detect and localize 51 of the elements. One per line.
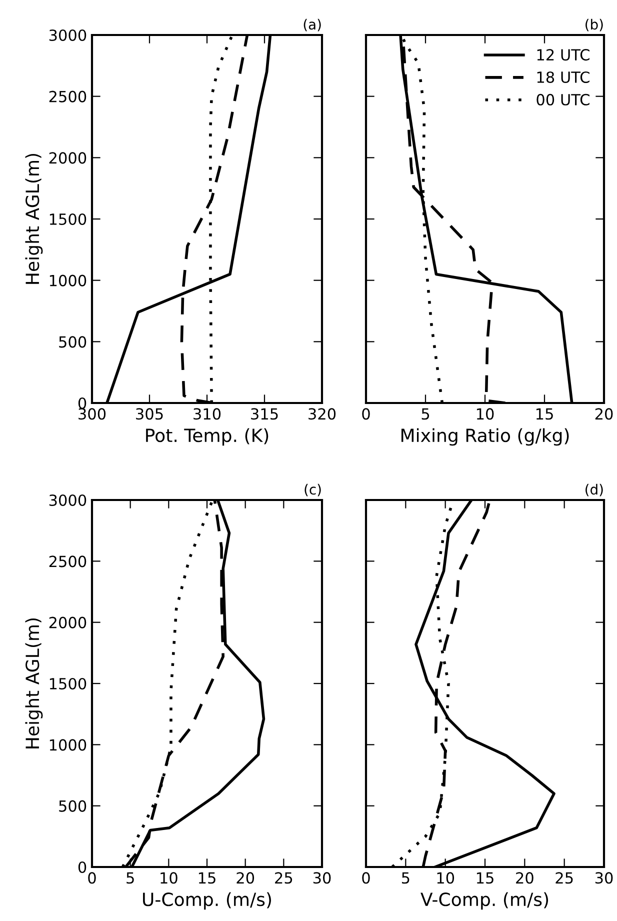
y-tick-label: 3000 bbox=[49, 29, 86, 42]
x-tick-label: 5 bbox=[402, 872, 410, 884]
x-tick-label: 5 bbox=[422, 408, 430, 420]
y-tick-label: 500 bbox=[59, 800, 86, 812]
x-tick-label: 15 bbox=[536, 408, 553, 420]
x-axis-title: Pot. Temp. (K) bbox=[146, 428, 268, 446]
y-tick-label: 3000 bbox=[49, 494, 86, 506]
legend-label: 12 UTC bbox=[537, 49, 590, 61]
y-tick-label: 500 bbox=[59, 336, 86, 348]
x-tick-label: 310 bbox=[194, 408, 221, 420]
x-tick-label: 300 bbox=[78, 408, 106, 420]
x-tick-label: 25 bbox=[556, 872, 573, 884]
y-tick-label: 2000 bbox=[49, 152, 86, 164]
y-tick-label: 1500 bbox=[50, 213, 86, 226]
x-tick-label: 15 bbox=[476, 872, 494, 884]
y-tick-label: 1000 bbox=[50, 274, 86, 286]
x-tick-label: 0 bbox=[88, 872, 96, 884]
x-tick-label: 30 bbox=[313, 872, 331, 884]
x-tick-label: 15 bbox=[198, 872, 216, 884]
x-tick-label: 20 bbox=[236, 872, 254, 884]
y-tick-label: 0 bbox=[78, 397, 86, 410]
chart-title: (d) bbox=[586, 484, 603, 496]
x-tick-label: 0 bbox=[362, 872, 370, 884]
x-tick-label: 10 bbox=[160, 872, 178, 884]
x-tick-label: 320 bbox=[308, 408, 336, 420]
y-tick-label: 1000 bbox=[50, 739, 86, 751]
chart-title: (a) bbox=[304, 18, 321, 32]
x-tick-label: 25 bbox=[275, 872, 292, 884]
chart-title: (c) bbox=[304, 484, 321, 496]
y-tick-label: 2500 bbox=[49, 90, 86, 102]
chart-title: (b) bbox=[586, 18, 603, 32]
x-tick-label: 20 bbox=[516, 872, 534, 884]
x-tick-label: 30 bbox=[595, 872, 613, 884]
x-axis-title: V-Comp. (m/s) bbox=[420, 892, 548, 910]
x-tick-label: 315 bbox=[251, 408, 278, 420]
y-tick-label: 2500 bbox=[49, 556, 86, 568]
y-tick-label: 1500 bbox=[50, 678, 86, 690]
x-tick-label: 305 bbox=[136, 408, 163, 420]
y-tick-label: 0 bbox=[78, 861, 86, 874]
legend-label: 18 UTC bbox=[537, 71, 590, 83]
x-tick-label: 10 bbox=[437, 872, 454, 884]
x-tick-label: 20 bbox=[595, 408, 613, 420]
x-axis-title: U-Comp. (m/s) bbox=[143, 892, 271, 910]
x-axis-title: Mixing Ratio (g/kg) bbox=[401, 428, 569, 446]
x-tick-label: 5 bbox=[126, 872, 134, 884]
y-axis-title: Height AGL(m) bbox=[25, 154, 43, 284]
y-tick-label: 2000 bbox=[49, 616, 86, 628]
y-axis-title: Height AGL(m) bbox=[25, 618, 43, 748]
x-tick-label: 0 bbox=[362, 408, 370, 420]
legend-label: 00 UTC bbox=[536, 94, 590, 106]
x-tick-label: 10 bbox=[476, 408, 494, 420]
